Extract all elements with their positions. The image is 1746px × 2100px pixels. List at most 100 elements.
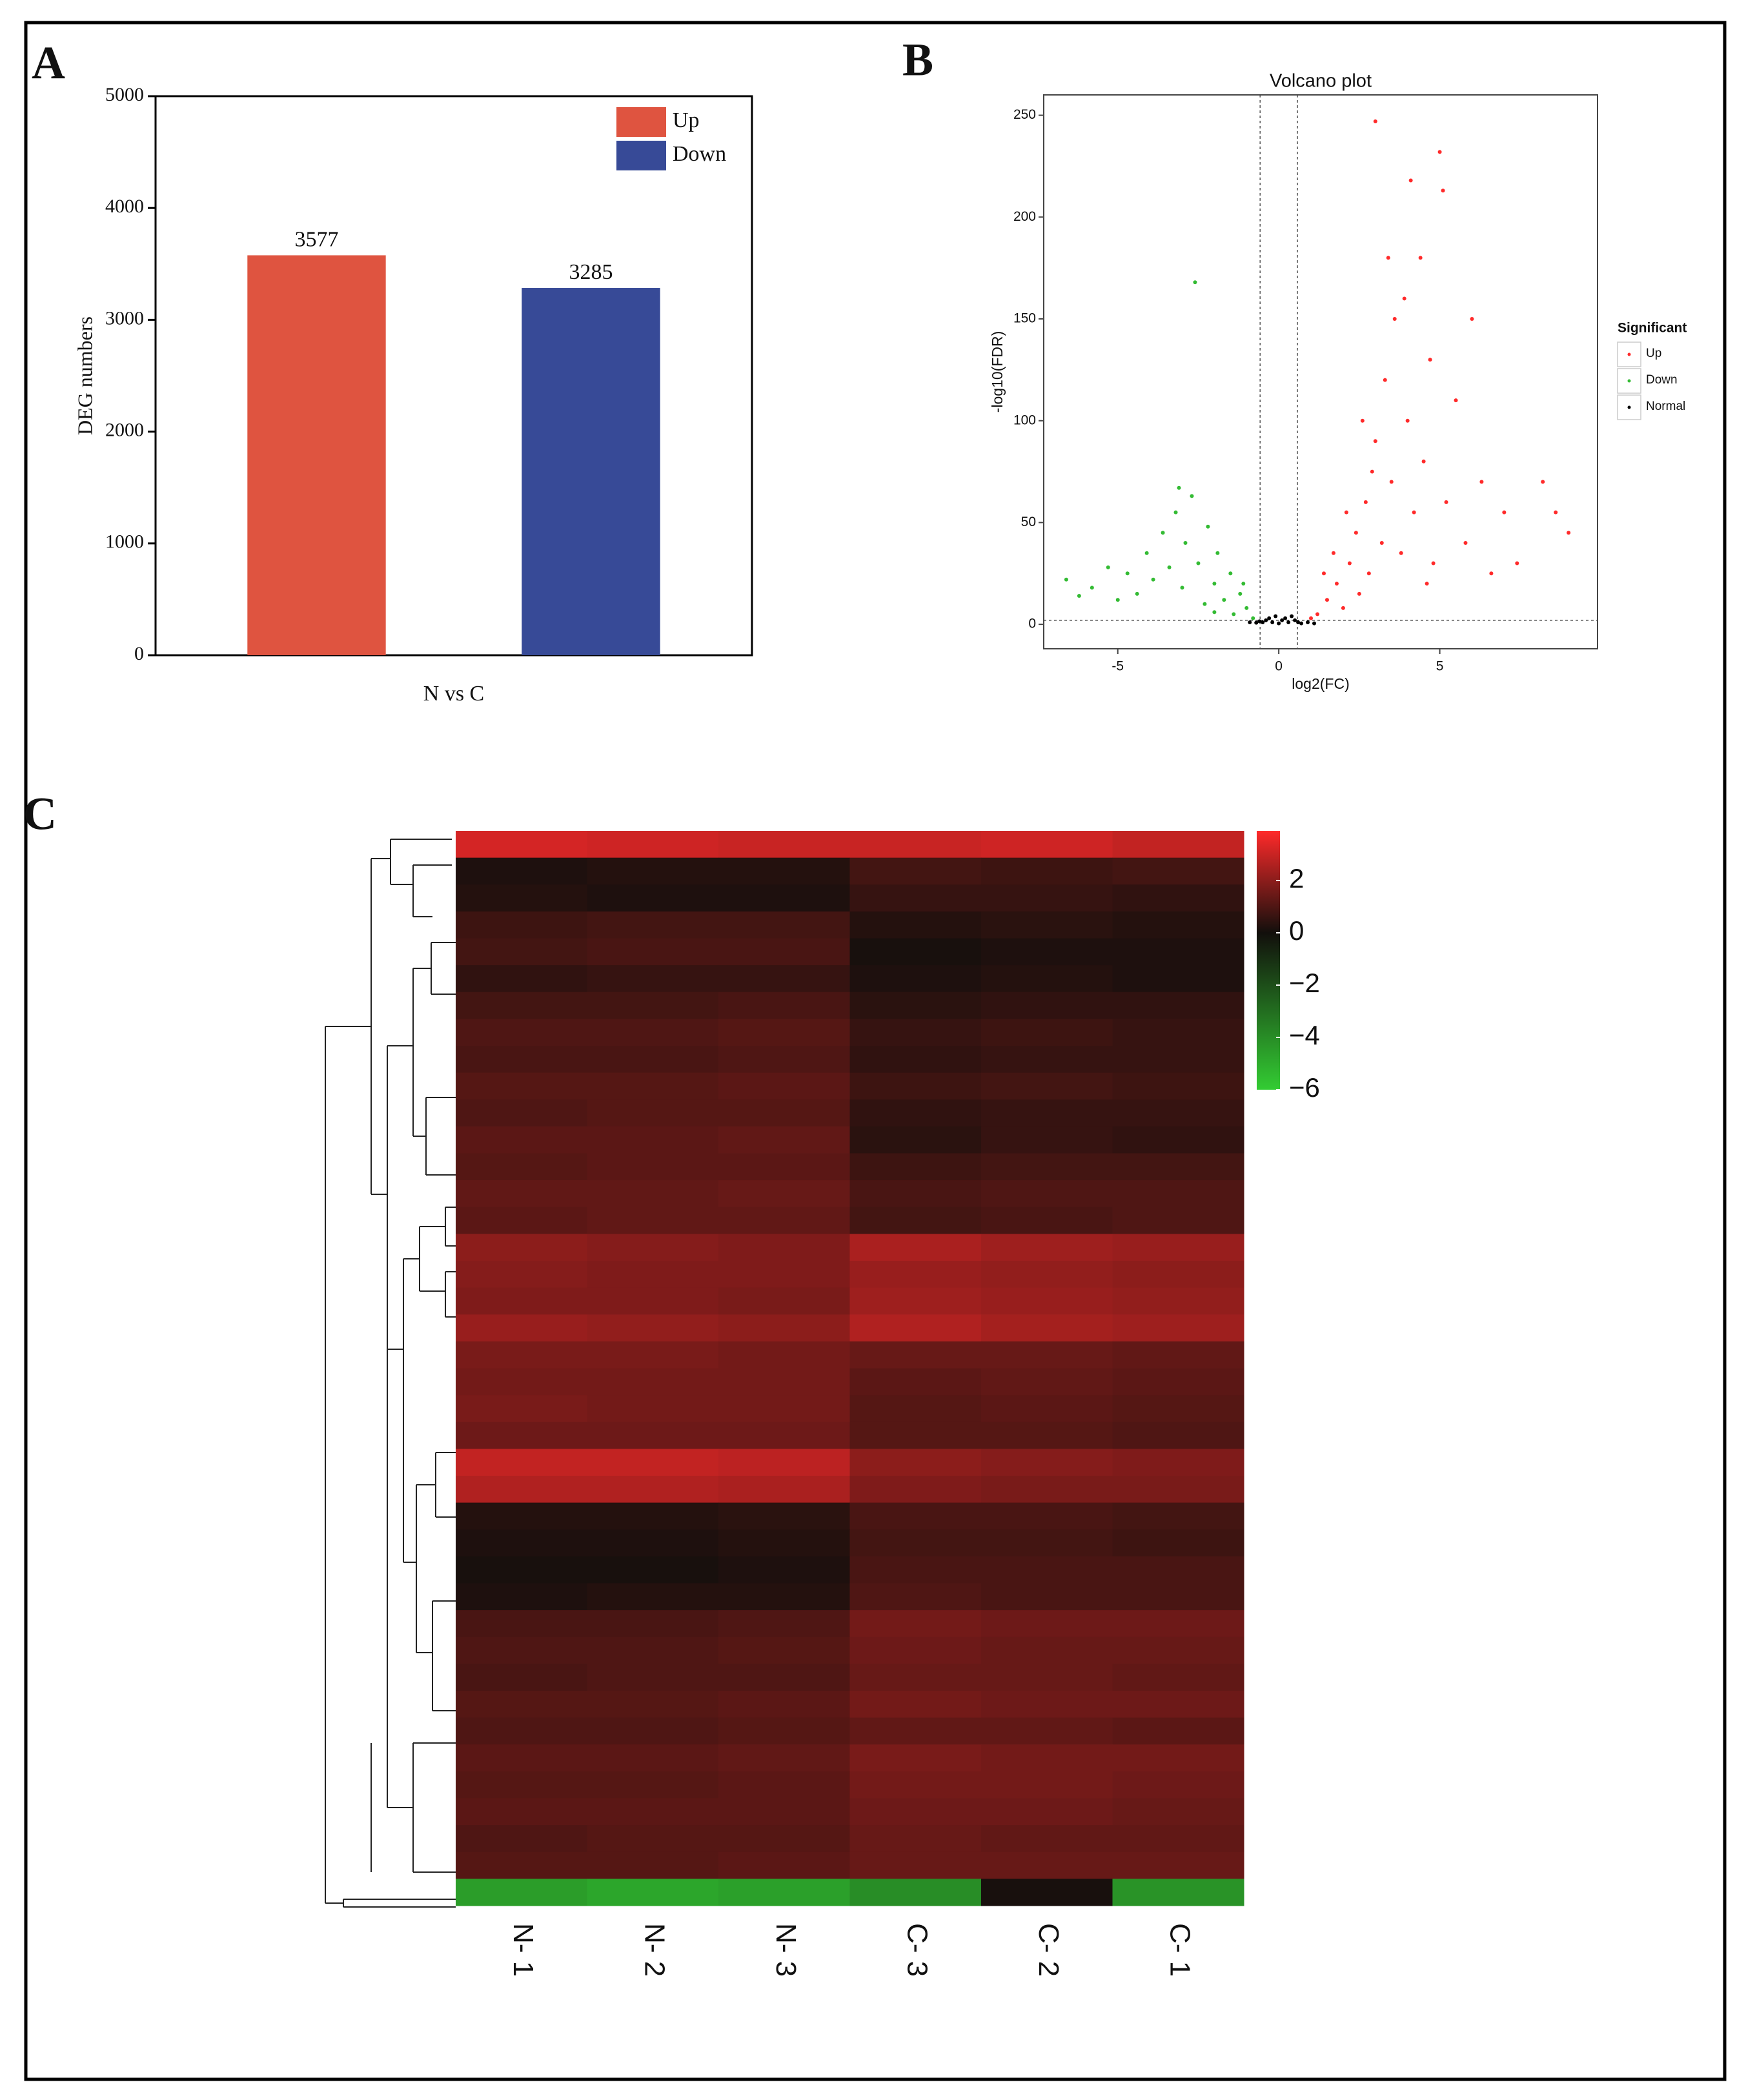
heatmap-cell [1112, 1099, 1244, 1127]
point [1444, 500, 1448, 504]
heatmap-cell [587, 1771, 719, 1799]
heatmap-cell [456, 831, 587, 859]
heatmap-cell [718, 884, 850, 912]
heatmap-cell [1112, 1744, 1244, 1772]
point [1306, 620, 1310, 624]
y-tick-label: 150 [1013, 311, 1036, 326]
point [1354, 531, 1358, 535]
point [1106, 565, 1110, 569]
legend-label: Down [1646, 373, 1678, 387]
point [1264, 618, 1268, 622]
heatmap-cell [849, 1207, 982, 1234]
heatmap-cell [981, 1825, 1113, 1853]
heatmap-cell [849, 831, 982, 859]
panel-letter: C [23, 788, 57, 840]
point [1312, 621, 1317, 626]
heatmap-cell [849, 857, 982, 885]
point [1331, 551, 1335, 555]
heatmap-cell [849, 1099, 982, 1127]
heatmap-cell [718, 1046, 850, 1074]
heatmap-cell [587, 1636, 719, 1664]
point [1454, 398, 1458, 403]
heatmap-cell [1112, 965, 1244, 993]
heatmap-cell [1112, 1583, 1244, 1611]
heatmap-cell [718, 1341, 850, 1369]
heatmap-cell [718, 1771, 850, 1799]
heatmap-cell [981, 965, 1113, 993]
heatmap-cell [981, 831, 1113, 859]
heatmap-cell [849, 1691, 982, 1718]
point [1299, 621, 1304, 626]
point [1421, 459, 1426, 464]
heatmap-cell [718, 831, 850, 859]
heatmap-cell [456, 1879, 587, 1906]
heatmap-cell [718, 1019, 850, 1046]
point [1212, 610, 1217, 615]
point [1325, 598, 1329, 602]
heatmap-cell [981, 1636, 1113, 1664]
heatmap-cell [718, 1314, 850, 1342]
heatmap-cell [849, 938, 982, 966]
heatmap-cell [1112, 1019, 1244, 1046]
y-axis-label: DEG numbers [73, 316, 96, 435]
point [1135, 591, 1139, 596]
point [1125, 571, 1130, 576]
point [1254, 620, 1259, 625]
heatmap-cell [849, 1636, 982, 1664]
heatmap-cell [1112, 1207, 1244, 1234]
heatmap-cell [587, 1395, 719, 1423]
heatmap-cell [456, 1395, 587, 1423]
x-tick-label: 0 [1275, 659, 1283, 674]
heatmap-cell [849, 1449, 982, 1476]
point [1425, 582, 1429, 586]
point [1222, 598, 1226, 602]
heatmap-cell [1112, 1529, 1244, 1557]
heatmap-cell [718, 1851, 850, 1879]
x-axis-label: log2(FC) [1292, 675, 1349, 692]
heatmap-cell [456, 1664, 587, 1691]
point [1567, 531, 1571, 535]
point [1248, 620, 1252, 624]
point [1463, 540, 1468, 545]
heatmap-cell [456, 1529, 587, 1557]
heatmap-cell [1112, 1825, 1244, 1853]
heatmap-cell [981, 1879, 1113, 1906]
heatmap-cell [981, 1502, 1113, 1530]
point [1251, 616, 1255, 620]
heatmap-cell [718, 1476, 850, 1504]
point [1196, 561, 1201, 566]
heatmap-cell [849, 1287, 982, 1315]
heatmap-cell [587, 1046, 719, 1074]
heatmap-cell [456, 911, 587, 939]
point [1212, 582, 1217, 586]
heatmap-cell [456, 1046, 587, 1074]
heatmap-cell [456, 1851, 587, 1879]
heatmap-cell [849, 1879, 982, 1906]
heatmap-cell [849, 992, 982, 1019]
point [1418, 256, 1423, 260]
plot-frame [1043, 94, 1598, 649]
heatmap-cell [1112, 1691, 1244, 1718]
heatmap-cell [849, 1395, 982, 1423]
heatmap-cell [456, 1207, 587, 1234]
heatmap-cell [981, 938, 1113, 966]
point [1389, 480, 1394, 484]
heatmap-cell [1112, 1636, 1244, 1664]
heatmap-cell [718, 1368, 850, 1396]
point [1167, 565, 1172, 569]
heatmap-cell [587, 1126, 719, 1154]
heatmap-cell [587, 1234, 719, 1261]
heatmap-cell [849, 1126, 982, 1154]
heatmap-cell [718, 1610, 850, 1638]
heatmap-cell [849, 1851, 982, 1879]
heatmap-cell [981, 911, 1113, 939]
x-tick-label: 5 [1436, 659, 1444, 674]
heatmap-cell [1112, 1664, 1244, 1691]
heatmap-cell [981, 1583, 1113, 1611]
heatmap-cell [456, 1126, 587, 1154]
heatmap-cell [849, 1153, 982, 1181]
bar-value-label: 3285 [569, 260, 613, 284]
heatmap-cell [718, 1422, 850, 1449]
column-label: N- 2 [639, 1923, 671, 1977]
heatmap-cell [981, 1798, 1113, 1826]
